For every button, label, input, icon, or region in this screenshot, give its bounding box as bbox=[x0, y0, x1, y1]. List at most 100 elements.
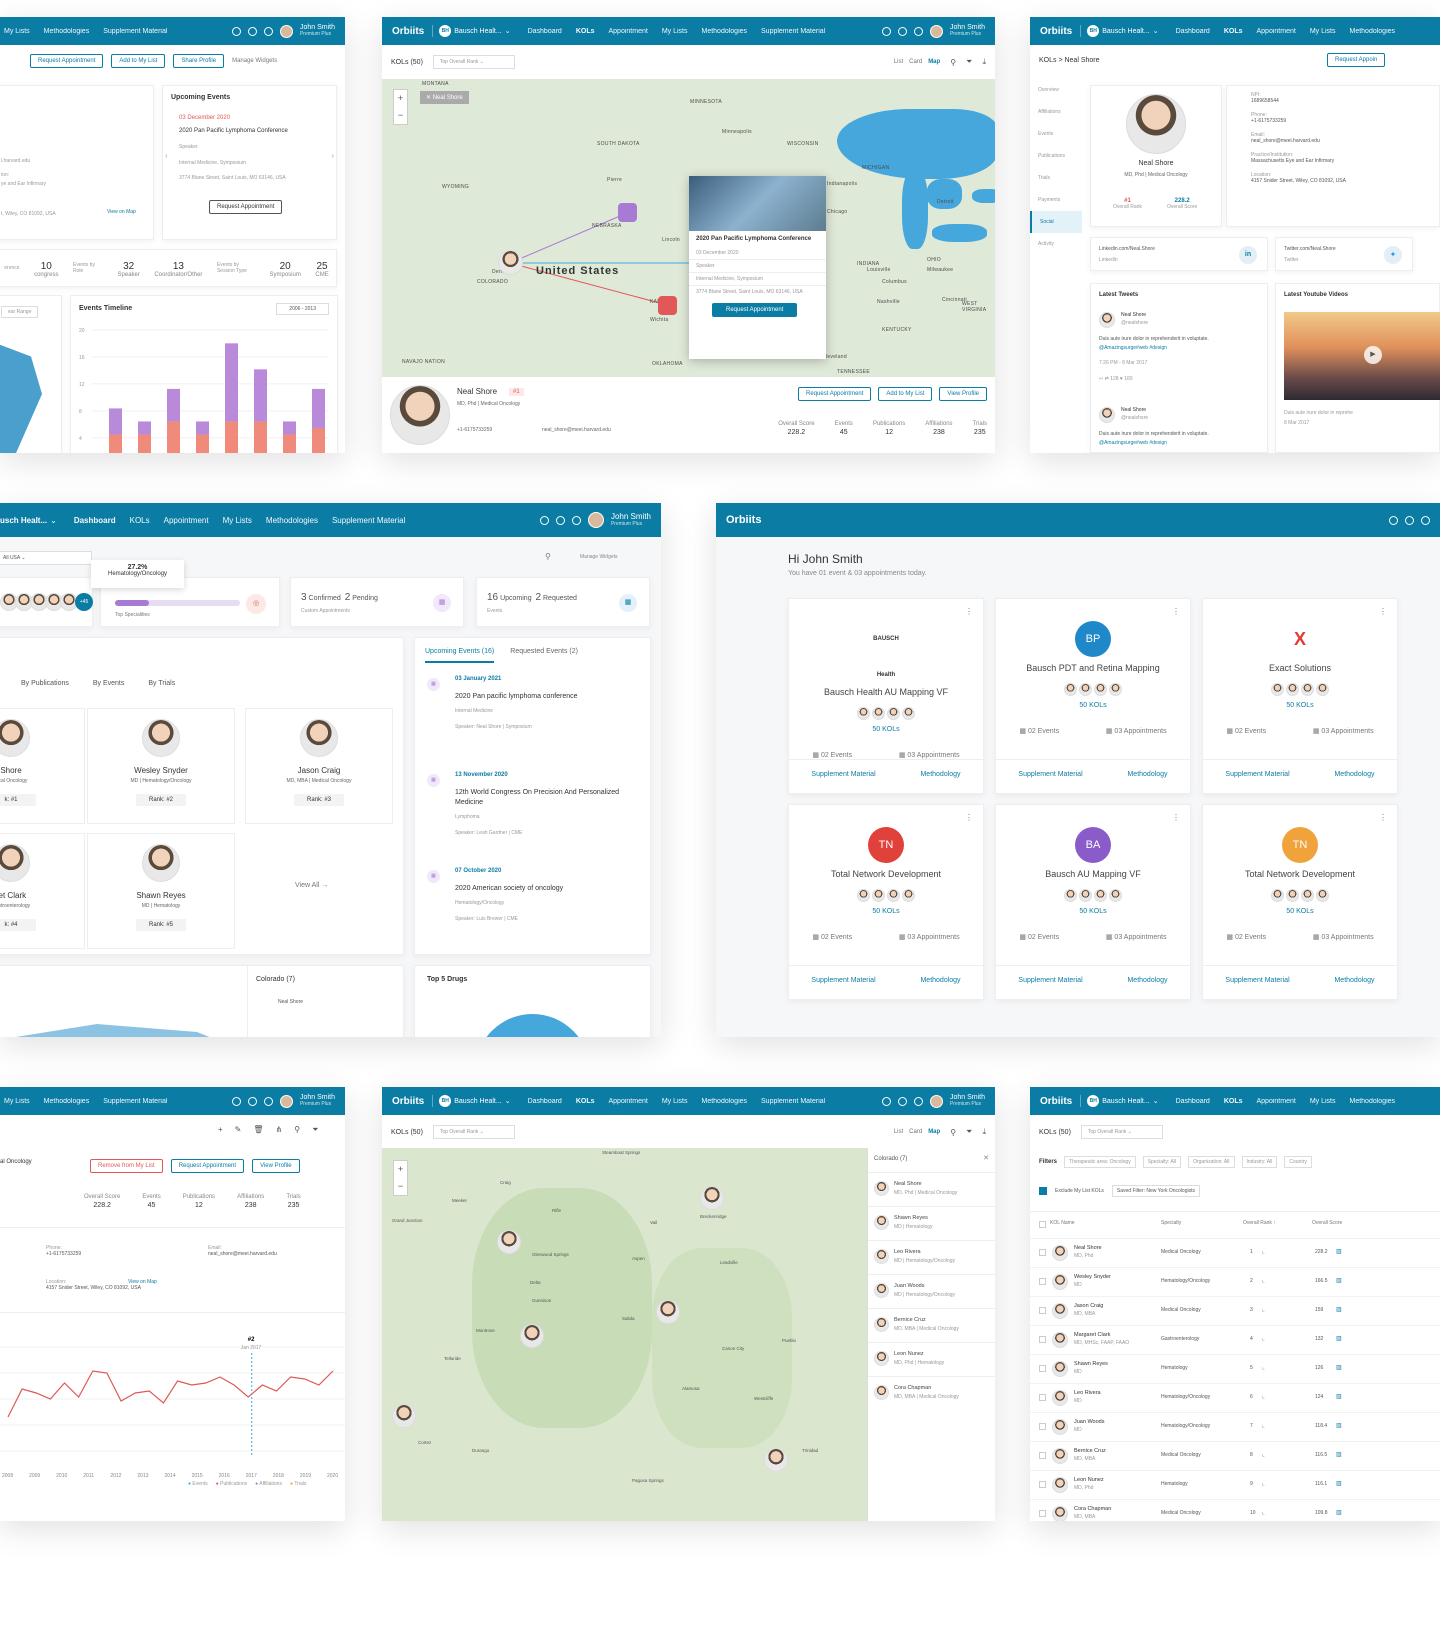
remove-from-list-button[interactable]: Remove from My List bbox=[90, 1159, 163, 1173]
view-on-map-link[interactable]: View on Map bbox=[128, 1279, 157, 1285]
supplement-material-link[interactable]: Supplement Material bbox=[811, 977, 876, 984]
kol-list-item[interactable]: Bernice Cruz MD, MBA | Medical Oncology bbox=[868, 1308, 995, 1342]
kol-map-marker[interactable] bbox=[700, 1186, 724, 1210]
bell-icon[interactable] bbox=[913, 1096, 923, 1106]
event-name[interactable]: 2020 American society of oncology bbox=[455, 885, 564, 892]
nav-supplement[interactable]: Supplement Material bbox=[331, 515, 406, 525]
request-appointment-event-button[interactable]: Request Appointment bbox=[209, 200, 283, 214]
table-row[interactable]: Cora Chapman MD, MBA Medical Oncology 10 ⌞ 10… bbox=[1030, 1499, 1440, 1521]
column-header[interactable]: Overall Rank ↑ bbox=[1243, 1220, 1276, 1226]
avatar[interactable] bbox=[929, 1094, 943, 1108]
help-icon[interactable] bbox=[247, 26, 257, 36]
view-profile-button[interactable]: View Profile bbox=[939, 387, 987, 401]
row-checkbox[interactable] bbox=[1039, 1365, 1046, 1372]
profile-tab-social[interactable]: Social bbox=[1030, 211, 1082, 233]
legend-item[interactable]: ● Publications bbox=[215, 1481, 248, 1487]
event-marker-red[interactable] bbox=[658, 296, 677, 315]
kol-name[interactable]: Cora Chapman bbox=[1074, 1506, 1112, 1512]
kol-list-item[interactable]: Juan Woods MD | Hematology/Oncology bbox=[868, 1274, 995, 1308]
methodology-link[interactable]: Methodology bbox=[920, 771, 961, 778]
timeline-bar[interactable] bbox=[109, 408, 122, 435]
nav-my-lists[interactable]: My Lists bbox=[1309, 27, 1336, 35]
table-row[interactable]: Shawn Reyes MD Hematology 5 ⌞ 126 ▥ bbox=[1030, 1354, 1440, 1383]
kol-list-item[interactable]: Cora Chapman MD, MBA | Medical Oncology bbox=[868, 1376, 995, 1410]
country-select[interactable]: All USA ⌄ bbox=[0, 551, 92, 565]
more-icon[interactable]: ⋮ bbox=[1379, 607, 1387, 616]
list-view-toggle[interactable]: List bbox=[893, 59, 904, 65]
nav-dashboard[interactable]: Dashboard bbox=[1175, 27, 1210, 35]
kol-name[interactable]: Juan Woods bbox=[1074, 1419, 1105, 1425]
colorado-map[interactable]: Steamboat Springs Craig Meeker Rifle Glenwoo… bbox=[382, 1148, 867, 1521]
nav-methodologies[interactable]: Methodologies bbox=[701, 27, 748, 35]
kol-name[interactable]: Neal Shore bbox=[1074, 1245, 1102, 1251]
bell-icon[interactable] bbox=[263, 1096, 273, 1106]
tweet-actions[interactable]: ↩ ⇄ 128 ♥ 160 bbox=[1099, 376, 1133, 382]
project-card[interactable]: ⋮ TN Total Network Development 50 KOLs ▦ 02 … bbox=[788, 804, 984, 1000]
nav-appointment[interactable]: Appointment bbox=[1256, 27, 1296, 35]
kol-rank-card[interactable]: Jason Craig MD, MBA | Medical Oncology Ran… bbox=[245, 708, 393, 824]
nav-methodologies[interactable]: Methodologies bbox=[1349, 27, 1396, 35]
methodology-link[interactable]: Methodology bbox=[1127, 977, 1168, 984]
org-switcher[interactable]: BH Bausch Healt... ⌄ bbox=[1080, 25, 1159, 37]
search-icon[interactable]: ⚲ bbox=[950, 1127, 957, 1137]
profile-tab-affiliations[interactable]: Affiliations bbox=[1038, 109, 1061, 115]
add-to-list-button[interactable]: Add to My List bbox=[111, 54, 166, 68]
avatar[interactable] bbox=[929, 24, 943, 38]
nav-my-lists[interactable]: My Lists bbox=[4, 27, 30, 35]
search-icon[interactable] bbox=[881, 1096, 891, 1106]
timeline-bar[interactable] bbox=[196, 434, 209, 453]
more-icon[interactable]: ⋮ bbox=[965, 813, 973, 822]
chevron-right-icon[interactable]: › bbox=[331, 151, 334, 160]
nav-kols[interactable]: KOLs bbox=[575, 27, 595, 35]
nav-supplement[interactable]: Supplement Material bbox=[761, 27, 826, 35]
org-switcher[interactable]: BH Bausch Healt... ⌄ bbox=[1080, 1095, 1159, 1107]
org-switcher[interactable]: usch Healt... ⌄ bbox=[0, 515, 57, 525]
timeline-bar[interactable] bbox=[109, 434, 122, 453]
app-logo[interactable]: Orbiits bbox=[392, 1095, 425, 1107]
nav-supplement[interactable]: Supplement Material bbox=[761, 1097, 826, 1105]
nav-methodologies[interactable]: Methodologies bbox=[43, 1097, 90, 1105]
share-icon[interactable]: ⋔ bbox=[275, 1125, 283, 1134]
profile-tab-activity[interactable]: Activity bbox=[1038, 241, 1054, 247]
supplement-material-link[interactable]: Supplement Material bbox=[1225, 771, 1290, 778]
nav-my-lists[interactable]: My Lists bbox=[222, 515, 252, 525]
card-view-toggle[interactable]: Card bbox=[909, 1129, 923, 1135]
delete-icon[interactable]: 🗑 bbox=[253, 1125, 264, 1134]
tab-by-events[interactable]: By Events bbox=[92, 680, 125, 687]
kol-list-item[interactable]: Leon Nunez MD, Phd | Hematology bbox=[868, 1342, 995, 1376]
event-name[interactable]: 2020 Pan pacific lymphoma conference bbox=[455, 693, 578, 700]
zoom-controls[interactable]: + − bbox=[393, 89, 408, 125]
kol-map-marker[interactable] bbox=[764, 1448, 788, 1472]
view-all-link[interactable]: View All → bbox=[295, 882, 329, 889]
nav-methodologies[interactable]: Methodologies bbox=[43, 27, 90, 35]
kol-map-marker[interactable] bbox=[498, 250, 523, 275]
search-icon[interactable] bbox=[1389, 515, 1398, 525]
nav-methodologies[interactable]: Methodologies bbox=[265, 515, 318, 525]
legend-item[interactable]: ● Affiliations bbox=[255, 1481, 282, 1487]
trend-icon[interactable]: ⌞ bbox=[1262, 1481, 1265, 1487]
nav-kols[interactable]: KOLs bbox=[129, 515, 150, 525]
kol-rank-card[interactable]: ret Clark Gastroenterology k: #4 bbox=[0, 833, 85, 949]
play-icon[interactable]: ▶ bbox=[1364, 346, 1382, 364]
timeline-bar[interactable] bbox=[167, 421, 180, 453]
row-checkbox[interactable] bbox=[1039, 1423, 1046, 1430]
project-kol-count[interactable]: 50 KOLs bbox=[872, 726, 900, 733]
chart-icon[interactable]: ▥ bbox=[1336, 1307, 1342, 1313]
profile-tab-events[interactable]: Events bbox=[1038, 131, 1054, 137]
column-header[interactable]: Overall Score bbox=[1312, 1220, 1343, 1226]
profile-tab-overview[interactable]: Overview bbox=[1038, 87, 1059, 93]
chart-icon[interactable]: ▥ bbox=[1336, 1365, 1342, 1371]
manage-widgets-button[interactable]: Manage Widgets bbox=[580, 554, 618, 560]
project-kol-count[interactable]: 50 KOLs bbox=[1079, 908, 1107, 915]
help-icon[interactable] bbox=[1405, 515, 1414, 525]
request-appointment-button[interactable]: Request Appoin bbox=[1327, 53, 1386, 67]
video-thumbnail[interactable]: ▶ bbox=[1284, 312, 1440, 400]
nav-methodologies[interactable]: Methodologies bbox=[1349, 1097, 1396, 1105]
timeline-bar[interactable] bbox=[283, 421, 296, 435]
filter-country[interactable]: Country bbox=[1284, 1156, 1312, 1168]
chevron-left-icon[interactable]: ‹ bbox=[165, 151, 168, 160]
table-row[interactable]: Leon Nunez MD, Phd Hematology 9 ⌞ 116.1 ▥ bbox=[1030, 1470, 1440, 1499]
help-icon[interactable] bbox=[897, 1096, 907, 1106]
row-checkbox[interactable] bbox=[1039, 1307, 1046, 1314]
search-icon[interactable]: ⚲ bbox=[294, 1125, 301, 1134]
